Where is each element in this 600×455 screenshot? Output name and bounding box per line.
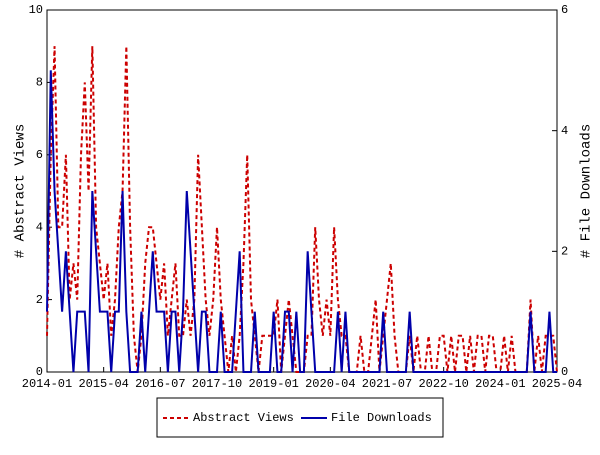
y2-tick-label: 4 <box>561 124 568 138</box>
x-tick-label: 2021-07 <box>362 377 412 391</box>
y2-tick-label: 2 <box>561 245 568 259</box>
x-tick-label: 2016-07 <box>135 377 185 391</box>
legend-label: File Downloads <box>331 411 432 425</box>
x-tick-label: 2022-10 <box>418 377 468 391</box>
x-tick-label: 2014-01 <box>22 377 72 391</box>
legend-label: Abstract Views <box>193 411 294 425</box>
y-tick-label: 2 <box>36 293 43 307</box>
y2-tick-label: 6 <box>561 3 568 17</box>
y-tick-label: 0 <box>36 365 43 379</box>
series-line <box>46 46 558 373</box>
x-tick-label: 2025-04 <box>532 377 582 391</box>
series-line <box>46 70 557 373</box>
y2-axis-label: # File Downloads <box>579 124 595 258</box>
x-tick-label: 2017-10 <box>192 377 242 391</box>
y-axis-label: # Abstract Views <box>13 124 29 258</box>
y-tick-label: 4 <box>36 220 43 234</box>
x-tick-label: 2020-04 <box>305 377 355 391</box>
y-tick-label: 10 <box>29 3 43 17</box>
y2-tick-label: 0 <box>561 365 568 379</box>
y-tick-label: 8 <box>36 76 43 90</box>
x-tick-label: 2019-01 <box>248 377 298 391</box>
x-tick-label: 2024-01 <box>475 377 525 391</box>
x-tick-label: 2015-04 <box>78 377 128 391</box>
legend-box <box>156 397 444 438</box>
y-tick-label: 6 <box>36 148 43 162</box>
